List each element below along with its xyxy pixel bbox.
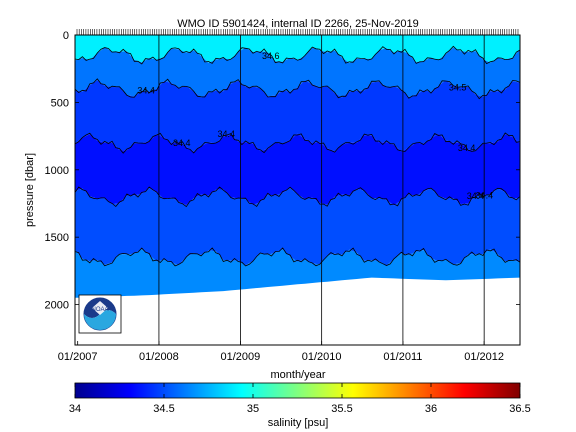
salinity-layer-surface — [75, 35, 520, 63]
contour-label: 34.4 — [218, 129, 236, 139]
contour-line — [75, 132, 520, 154]
contour-label: 34.6 — [262, 51, 280, 61]
contour-line — [75, 186, 520, 208]
x-tick-label: 01/2007 — [58, 351, 98, 363]
x-tick-label: 01/2010 — [302, 351, 342, 363]
colorbar-tick-label: 36 — [425, 403, 437, 415]
contour-line — [75, 45, 520, 65]
x-tick-label: 01/2011 — [383, 351, 422, 363]
y-tick-label: 500 — [51, 97, 69, 109]
contour-value-labels: 34.434.434.434.434.534.634.434.4 — [137, 51, 493, 201]
contour-label: 34.4 — [476, 191, 494, 201]
salinity-layer-deep — [75, 188, 520, 266]
x-tick-label: 01/2012 — [464, 351, 504, 363]
contour-lines — [75, 45, 520, 267]
salinity-layer-upper — [75, 47, 520, 98]
y-tick-label: 2000 — [45, 300, 69, 312]
salinity-layer-minimum — [75, 133, 520, 206]
colorbar-tick-label: 36.5 — [509, 403, 530, 415]
year-gridlines — [158, 35, 485, 345]
y-tick-labels: 0 500 1000 1500 2000 — [45, 30, 520, 312]
salinity-layers — [75, 35, 520, 298]
contour-label: 34.4 — [137, 86, 155, 96]
colorbar-ticks: 34 34.5 35 35.5 36 36.5 — [69, 383, 531, 415]
contour-label: 34.4 — [467, 191, 485, 201]
plot-frame — [74, 34, 521, 346]
colorbar-tick-label: 35 — [247, 403, 259, 415]
noaa-logo: NOAA — [78, 294, 122, 334]
contour-line — [75, 78, 520, 100]
x-tick-label: 01/2008 — [139, 351, 179, 363]
y-tick-label: 1500 — [45, 232, 69, 244]
salinity-layer-bottom — [75, 249, 520, 298]
noaa-logo-text: NOAA — [91, 307, 108, 313]
contour-label: 34.5 — [449, 83, 467, 93]
contour-label: 34.4 — [173, 138, 191, 148]
x-axis-label: month/year — [270, 369, 325, 381]
contour-label: 34.4 — [458, 143, 476, 153]
y-tick-label: 0 — [63, 30, 69, 42]
colorbar-label: salinity [psu] — [268, 417, 329, 429]
x-tick-labels: 01/2007 01/2008 01/2009 01/2010 01/2011 01/20… — [58, 341, 504, 363]
chart-title: WMO ID 5901424, internal ID 2266, 25-Nov… — [177, 18, 419, 30]
colorbar-tick-label: 34 — [69, 403, 81, 415]
y-tick-label: 1000 — [45, 165, 69, 177]
contour-line — [75, 247, 520, 267]
y-axis-label: pressure [dbar] — [24, 153, 36, 227]
profile-tick-marks — [76, 29, 519, 35]
colorbar-tick-label: 34.5 — [153, 403, 174, 415]
colorbar-tick-label: 35.5 — [331, 403, 352, 415]
x-tick-label: 01/2009 — [221, 351, 261, 363]
colorbar — [74, 382, 521, 399]
